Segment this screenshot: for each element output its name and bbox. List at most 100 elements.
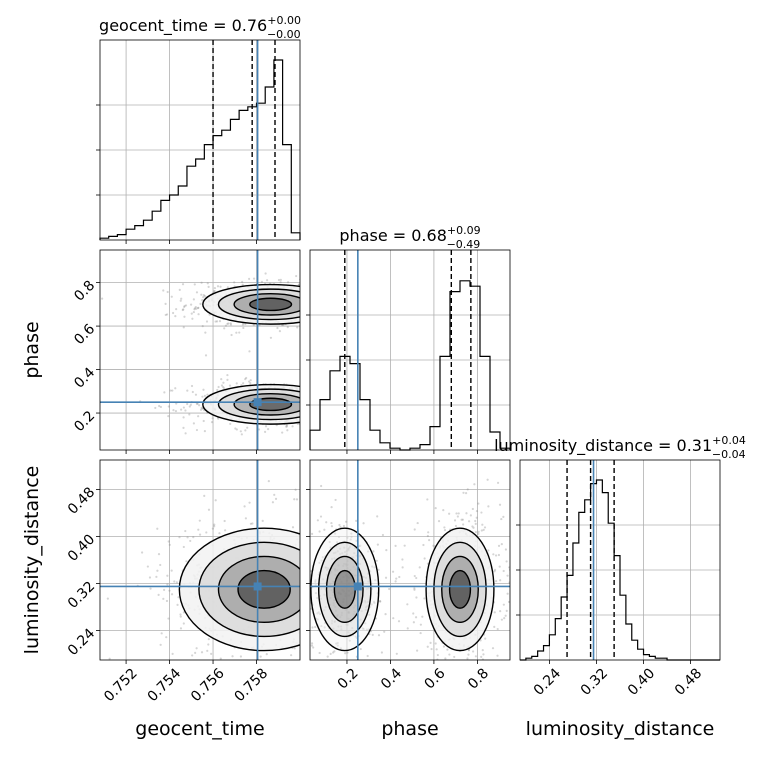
- sample-point: [181, 283, 185, 286]
- sample-point: [293, 498, 296, 501]
- sample-point: [301, 290, 303, 292]
- sample-point: [344, 592, 347, 595]
- sample-point: [317, 396, 319, 398]
- sample-point: [325, 312, 327, 314]
- sample-point: [493, 570, 496, 573]
- sample-point: [313, 318, 315, 320]
- sample-point: [229, 322, 232, 325]
- sample-point: [366, 301, 368, 303]
- sample-point: [304, 628, 306, 630]
- sample-point: [319, 304, 321, 306]
- sample-point: [325, 409, 327, 411]
- sample-point: [496, 654, 499, 657]
- sample-point: [183, 304, 186, 308]
- sample-point: [332, 593, 335, 597]
- sample-point: [305, 391, 307, 393]
- contour-line: [325, 555, 364, 624]
- sample-point: [195, 307, 198, 310]
- sample-point: [168, 543, 171, 546]
- sample-point: [307, 274, 309, 276]
- sample-point: [413, 587, 416, 590]
- sample-point: [311, 394, 313, 396]
- sample-point: [336, 613, 339, 617]
- sample-point: [395, 652, 398, 655]
- sample-point: [167, 617, 170, 620]
- sample-point: [317, 398, 319, 400]
- sample-point: [170, 295, 173, 298]
- sample-point: [306, 544, 308, 546]
- contour-line: [317, 541, 372, 638]
- x-tick-label: 0.4: [378, 665, 405, 692]
- sample-point: [466, 657, 469, 660]
- sample-point: [365, 587, 368, 591]
- truth-marker: [253, 398, 262, 407]
- sample-point: [306, 289, 308, 291]
- sample-point: [364, 576, 368, 579]
- sample-point: [337, 535, 341, 539]
- sample-point: [265, 652, 268, 656]
- sample-point: [186, 389, 189, 392]
- title-phase: phase = 0.68+0.09 −0.49: [339, 224, 480, 251]
- sample-point: [332, 602, 335, 605]
- sample-point: [496, 481, 500, 484]
- sample-point: [182, 545, 185, 549]
- sample-point: [304, 538, 306, 540]
- sample-point: [307, 528, 309, 530]
- sample-point: [305, 290, 307, 292]
- sample-point: [291, 425, 294, 428]
- sample-point: [306, 395, 308, 397]
- sample-point: [367, 587, 370, 590]
- sample-point: [401, 558, 404, 561]
- sample-point: [376, 515, 379, 518]
- sample-point: [327, 681, 329, 683]
- sample-point: [364, 622, 367, 625]
- sample-point: [294, 488, 297, 491]
- sample-point: [301, 285, 303, 287]
- sample-point: [171, 652, 174, 655]
- sample-point: [285, 424, 289, 427]
- sample-point: [385, 549, 388, 552]
- sample-point: [303, 288, 305, 290]
- sample-point: [414, 616, 418, 619]
- sample-point: [303, 318, 305, 320]
- sample-point: [336, 569, 339, 572]
- sample-point: [321, 402, 323, 404]
- sample-point: [320, 587, 323, 591]
- histogram-panel-phase: [309, 249, 511, 451]
- sample-point: [263, 430, 267, 433]
- sample-point: [328, 320, 330, 322]
- sample-point: [301, 589, 303, 591]
- sample-point: [167, 415, 170, 418]
- sample-point: [230, 333, 233, 337]
- sample-point: [369, 306, 371, 308]
- sample-point: [332, 286, 334, 288]
- sample-point: [374, 579, 377, 582]
- sample-point: [341, 317, 343, 319]
- sample-point: [326, 402, 328, 404]
- sample-point: [353, 547, 356, 550]
- sample-point: [435, 648, 438, 651]
- sample-point: [415, 596, 418, 599]
- sample-point: [191, 654, 194, 657]
- sample-point: [339, 294, 341, 296]
- sample-point: [385, 312, 387, 314]
- sample-point: [285, 425, 288, 428]
- sample-point: [480, 655, 483, 658]
- sample-point: [328, 540, 331, 544]
- contour-line: [310, 527, 380, 652]
- sample-point: [303, 587, 305, 589]
- density-level: [238, 570, 291, 609]
- sample-point: [384, 613, 387, 616]
- sample-point: [265, 667, 267, 669]
- sample-point: [204, 331, 207, 334]
- sample-point: [319, 293, 321, 295]
- sample-point: [362, 627, 365, 631]
- sample-point: [314, 580, 317, 584]
- sample-point: [506, 592, 509, 595]
- sample-point: [306, 310, 308, 312]
- sample-point: [184, 432, 187, 435]
- sample-point: [332, 407, 334, 409]
- sample-point: [499, 610, 502, 613]
- sample-point: [311, 391, 313, 393]
- sample-point: [430, 647, 433, 651]
